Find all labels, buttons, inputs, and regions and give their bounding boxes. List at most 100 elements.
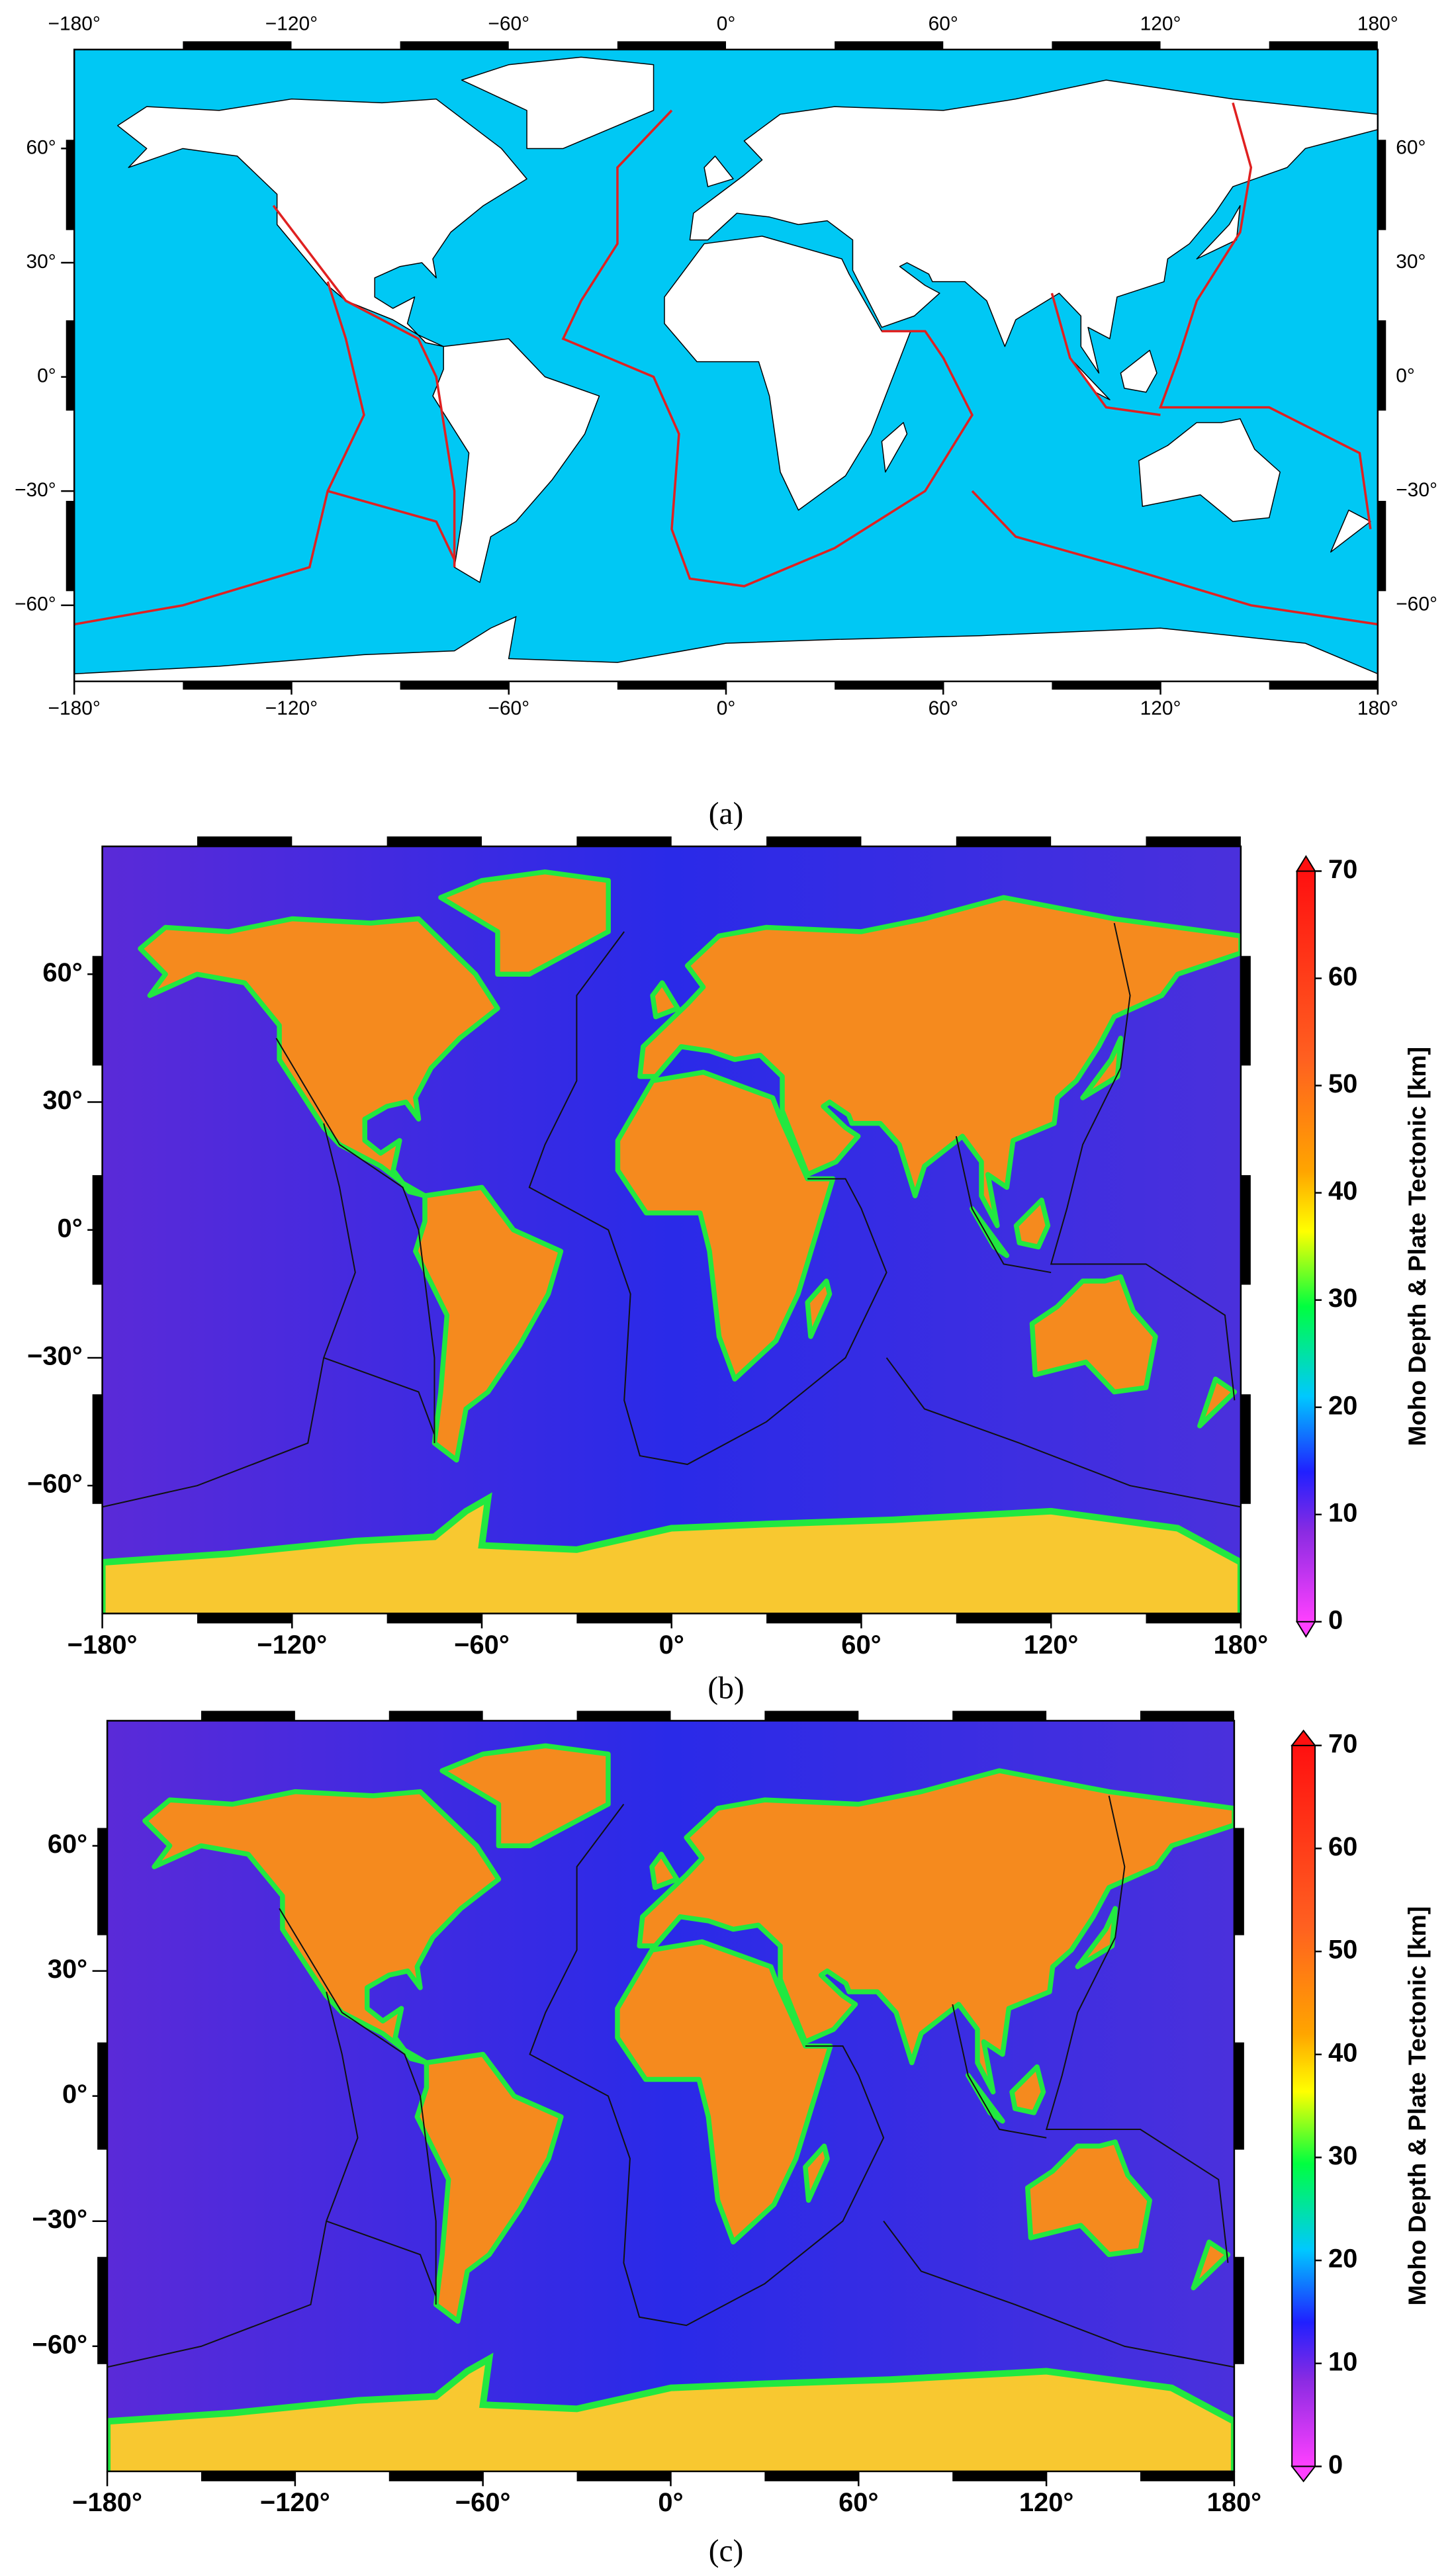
y-tick-label: −60° (32, 2330, 88, 2359)
frame-bar (952, 2471, 1047, 2481)
y-tick-label: 0° (58, 1214, 83, 1243)
landmass (432, 338, 600, 583)
colorbar-tick-label: 10 (1328, 2347, 1357, 2376)
plate-boundary (326, 2220, 437, 2297)
colorbar-max (1291, 1729, 1317, 1746)
y-tick-label: 0° (62, 2080, 87, 2109)
plate-boundary (528, 931, 887, 1466)
frame-bar (1234, 1828, 1244, 1935)
frame-bar (92, 1394, 103, 1504)
colorbar-tick-label: 30 (1328, 2141, 1357, 2170)
frame-bar (952, 1710, 1047, 1721)
x-tick-label-top: 60° (929, 13, 958, 34)
y-tick-label: 30° (42, 1086, 82, 1115)
colorbar-label: Moho Depth & Plate Tectonic [km] (1403, 1047, 1431, 1446)
x-tick-label: 60° (841, 1630, 881, 1660)
y-tick-label: 30° (48, 1955, 87, 1984)
landmass (1197, 1376, 1238, 1429)
frame-bar (183, 41, 292, 50)
y-tick-label-right: 0° (1396, 365, 1415, 386)
map (107, 1720, 1234, 2471)
x-tick-label: −60° (455, 2488, 511, 2517)
landmass (1196, 204, 1241, 260)
y-tick-label: 60° (42, 958, 82, 987)
y-tick-label: −60° (15, 594, 56, 615)
landmass (703, 155, 734, 187)
y-tick-label-right: −30° (1396, 479, 1437, 501)
frame-bar (1140, 1710, 1234, 1721)
frame-bar (576, 836, 672, 847)
landmass (1029, 1274, 1158, 1395)
x-tick-label: 0° (659, 1630, 684, 1660)
y-tick-label-right: 30° (1396, 251, 1426, 273)
y-tick-label: 0° (37, 365, 56, 386)
frame-bar (766, 1613, 862, 1624)
landmass (1025, 2139, 1152, 2257)
plate-boundary (327, 490, 456, 560)
frame-bar (66, 500, 75, 592)
frame-bar (956, 836, 1052, 847)
colorbar-tick-label: 70 (1328, 855, 1357, 884)
frame-bar (1377, 320, 1386, 411)
frame-bar (1240, 955, 1251, 1066)
frame-bar (92, 955, 103, 1066)
colorbar (1296, 870, 1316, 1622)
frame-bar (1377, 500, 1386, 592)
frame-bar (183, 681, 292, 690)
frame-bar (1240, 1394, 1251, 1504)
frame-bar (400, 41, 509, 50)
plate-boundary (275, 1038, 435, 1443)
landmass (1138, 418, 1281, 522)
colorbar-tick-label: 20 (1328, 2244, 1357, 2274)
frame-bar (617, 681, 726, 690)
frame-bar (1234, 2042, 1244, 2150)
y-tick-label: −30° (32, 2205, 88, 2234)
colorbar-tick-label: 60 (1328, 1832, 1357, 1861)
y-tick-label: 30° (26, 251, 56, 273)
colorbar-tick-label: 40 (1328, 1177, 1357, 1206)
landmass (650, 980, 680, 1020)
x-tick-label-top: 180° (1357, 13, 1398, 34)
landmass (438, 869, 611, 977)
y-tick-label: −30° (27, 1341, 83, 1370)
x-tick-label-top: −180° (48, 13, 101, 34)
frame-bar (835, 41, 944, 50)
plate-boundary (952, 2004, 1047, 2139)
y-tick-label-right: −60° (1396, 594, 1437, 615)
plate-boundary (885, 1357, 1241, 1508)
plate-boundary (955, 1135, 1052, 1274)
x-tick-label: −60° (488, 697, 529, 719)
frame-bar (764, 2471, 859, 2481)
y-tick-label: −60° (27, 1470, 83, 1499)
x-tick-label-top: −120° (265, 13, 318, 34)
colorbar-min (1291, 2465, 1317, 2483)
caption: (a) (709, 797, 744, 831)
x-tick-label-top: −60° (488, 13, 529, 34)
frame-bar (1240, 1175, 1251, 1285)
landmass (414, 2051, 564, 2324)
landmass (649, 1851, 680, 1890)
x-tick-label: −120° (257, 1630, 327, 1660)
colorbar (1291, 1744, 1316, 2467)
frame-bar (1140, 2471, 1234, 2481)
x-tick-label: 0° (717, 697, 736, 719)
plate-boundary (1050, 292, 1161, 416)
x-tick-label-top: 0° (717, 13, 736, 34)
colorbar-tick-label: 0 (1328, 2450, 1343, 2479)
landmass (805, 1278, 833, 1339)
frame-bar (1269, 681, 1378, 690)
y-tick-label: 60° (26, 136, 56, 158)
landmass (637, 895, 1241, 1228)
plate-boundary (279, 1908, 437, 2305)
antarctica (102, 1492, 1241, 1614)
frame-bar (576, 2471, 671, 2481)
y-tick-label-right: 60° (1396, 136, 1426, 158)
landmass (1013, 1197, 1051, 1250)
x-tick-label: 60° (839, 2488, 878, 2517)
antarctica (74, 615, 1378, 682)
x-tick-label: −120° (265, 697, 318, 719)
frame-bar (97, 2256, 108, 2364)
landmass (1330, 510, 1371, 553)
landmass (637, 1768, 1234, 2095)
